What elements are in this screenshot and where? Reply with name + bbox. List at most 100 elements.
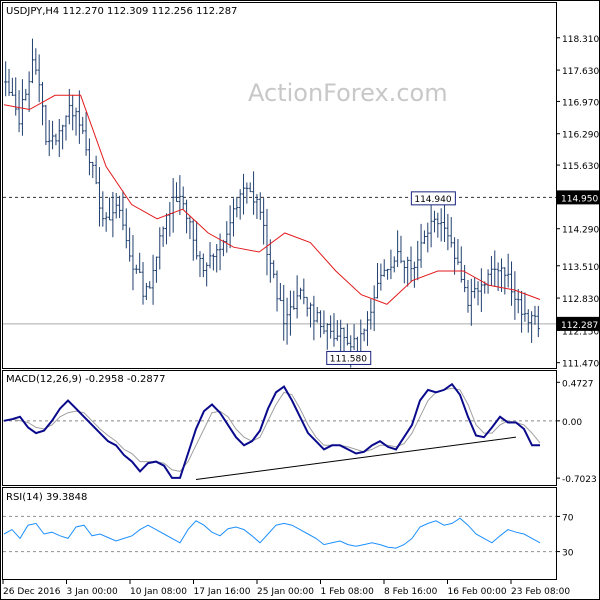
- price-bar: [372, 285, 376, 332]
- price-bar: [154, 256, 158, 283]
- price-bar: [97, 167, 101, 227]
- price-bars: [4, 38, 540, 368]
- price-bar: [298, 287, 302, 300]
- price-tick-label: 112.150: [562, 327, 599, 337]
- price-bar: [329, 315, 333, 339]
- price-bar: [365, 311, 369, 346]
- price-bar: [513, 271, 517, 320]
- price-bar: [272, 260, 276, 279]
- price-bar: [443, 202, 447, 243]
- price-bar: [302, 278, 306, 305]
- price-bar: [422, 230, 426, 244]
- rsi-line: [3, 517, 541, 549]
- price-annotation-label: 111.580: [330, 354, 367, 364]
- price-bar: [101, 191, 105, 227]
- price-bar: [402, 260, 406, 284]
- price-bar: [124, 208, 128, 249]
- price-bar: [523, 292, 527, 322]
- price-bar: [496, 262, 500, 291]
- price-axis: 118.310 117.630 116.970 116.290 115.630 114.9…: [556, 35, 599, 370]
- time-tick-label: 25 Jan 00:00: [257, 587, 314, 597]
- price-bar: [446, 213, 450, 251]
- price-bar: [201, 253, 205, 278]
- price-bar: [47, 120, 51, 157]
- price-bar: [151, 254, 155, 305]
- price-bar: [195, 221, 199, 260]
- price-bar: [473, 277, 477, 299]
- price-bar: [191, 219, 195, 261]
- macd-panel-border: [2, 370, 557, 486]
- price-bar: [432, 210, 436, 233]
- price-bar: [345, 323, 349, 346]
- price-bar: [526, 309, 530, 333]
- price-bar: [111, 191, 115, 238]
- price-bar: [71, 94, 75, 131]
- price-bar: [392, 256, 396, 273]
- time-tick-label: 8 Feb 16:00: [384, 587, 438, 597]
- price-bar: [305, 296, 309, 317]
- price-bar: [64, 115, 68, 141]
- time-tick-label: 3 Jan 00:00: [67, 587, 119, 597]
- price-bar: [141, 262, 145, 305]
- price-bar: [476, 281, 480, 306]
- price-bar: [178, 175, 182, 215]
- price-bar: [20, 79, 24, 136]
- price-bar: [258, 192, 262, 220]
- price-bar: [131, 234, 135, 291]
- price-bar: [158, 227, 162, 270]
- price-bar: [282, 284, 286, 341]
- price-tick-label: 111.470: [562, 360, 599, 370]
- price-bar: [335, 320, 339, 341]
- rsi-title: RSI(14) 39.3848: [6, 492, 87, 503]
- price-bar: [325, 323, 329, 350]
- price-bar: [24, 88, 28, 101]
- price-bar: [231, 198, 235, 237]
- price-bar: [309, 302, 313, 328]
- macd-panel: 0.4727 0.00 -0.7023 MACD(12,26,9) -0.2958 …: [2, 370, 597, 486]
- price-bar: [228, 205, 232, 249]
- price-annotation: 114.940: [410, 191, 456, 206]
- price-bar: [118, 195, 122, 219]
- price-bar: [185, 199, 189, 234]
- price-bar: [499, 258, 503, 292]
- current-price-tag-label: 112.287: [561, 321, 598, 331]
- price-bar: [44, 104, 48, 146]
- price-bar: [339, 319, 343, 352]
- time-tick-label: 1 Feb 08:00: [321, 587, 375, 597]
- current-price-tag-box: [557, 316, 599, 331]
- price-bar: [208, 241, 212, 269]
- price-bar: [175, 182, 179, 203]
- price-tick-label: 116.970: [562, 98, 599, 108]
- price-bar: [91, 161, 95, 179]
- price-bar: [319, 310, 323, 338]
- price-bar: [51, 120, 55, 150]
- price-bar: [493, 250, 497, 287]
- time-tick-label: 16 Feb 00:00: [448, 587, 507, 597]
- price-bar: [292, 290, 296, 310]
- price-bar: [10, 77, 14, 97]
- macd-main-line: [3, 382, 540, 479]
- price-bar: [144, 282, 148, 301]
- price-panel-border: [2, 2, 557, 369]
- price-bar: [429, 204, 433, 248]
- price-bar: [322, 310, 326, 335]
- time-axis: 26 Dec 2016 3 Jan 00:00 10 Jan 08:00 17 Jan…: [2, 580, 570, 597]
- price-tick-label: 117.630: [562, 67, 599, 77]
- price-bar: [215, 244, 219, 273]
- price-bar: [74, 107, 78, 136]
- price-bar: [4, 61, 8, 97]
- price-bar: [409, 246, 413, 283]
- price-bar: [469, 278, 473, 326]
- time-tick-label: 23 Feb 08:00: [511, 587, 570, 597]
- price-bar: [382, 259, 386, 277]
- price-bar: [315, 307, 319, 323]
- price-panel-title: USDJPY,H4 112.270 112.309 112.256 112.28…: [6, 6, 237, 17]
- price-bar: [54, 133, 58, 146]
- price-bar: [205, 262, 209, 287]
- price-bar: [412, 261, 416, 288]
- price-bar: [466, 279, 470, 313]
- price-bar: [255, 194, 259, 219]
- price-bar: [275, 270, 279, 312]
- time-tick-label: 10 Jan 08:00: [130, 587, 187, 597]
